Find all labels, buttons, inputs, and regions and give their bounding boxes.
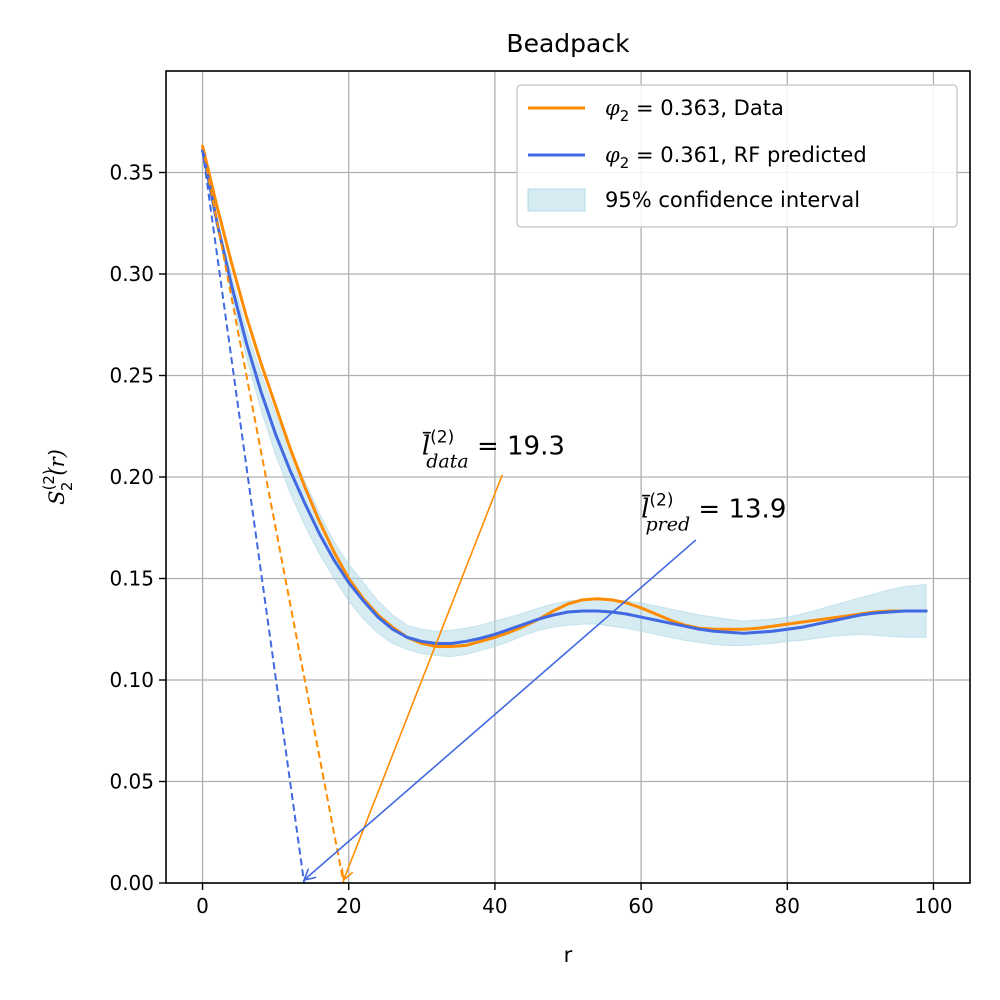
series-line-data	[201, 144, 928, 648]
chart-title: Beadpack	[506, 29, 630, 58]
annotation-arrow-pred	[304, 539, 697, 880]
x-axis-title: r	[564, 943, 573, 967]
y-tick-label: 0.10	[109, 668, 154, 692]
legend-item: φ2 = 0.361, RF predicted	[528, 143, 867, 172]
annotation-label-pred: l(2) pred = 13.9	[641, 491, 786, 536]
y-tick-label: 0.00	[109, 871, 154, 895]
series-line-rf-predicted	[201, 148, 928, 645]
y-tick-label: 0.20	[109, 465, 154, 489]
legend-label: φ2 = 0.363, Data	[605, 96, 784, 125]
x-tick-label: 40	[482, 894, 507, 918]
legend: φ2 = 0.363, Data φ2 = 0.361, RF predicted…	[516, 84, 958, 228]
x-tick-label: 100	[914, 894, 952, 918]
x-tick-label: 60	[628, 894, 653, 918]
legend-item: φ2 = 0.363, Data	[528, 96, 784, 125]
legend-swatch-patch	[527, 188, 586, 212]
y-tick-label: 0.25	[109, 364, 154, 388]
y-axis-title-text: S(2)2(r)	[40, 449, 76, 505]
tangent-line-data	[201, 145, 345, 884]
x-tick-label: 20	[336, 894, 361, 918]
plot-area: 0 20 40 60 80 100 0.00 0.05 0.10 0.15 0.20 0.25 0.30…	[109, 70, 971, 918]
annotation-text: l(2) pred = 13.9	[641, 491, 786, 536]
annotation-text: l(2) data = 19.3	[422, 428, 565, 473]
x-tick-label: 0	[196, 894, 209, 918]
y-axis-title: S(2)2(r)	[40, 449, 76, 505]
y-tick-label: 0.15	[109, 567, 154, 591]
y-tick-label: 0.30	[109, 262, 154, 286]
legend-item: 95% confidence interval	[527, 188, 860, 212]
legend-box	[516, 84, 958, 228]
x-tick-label: 80	[775, 894, 800, 918]
y-tick-label: 0.05	[109, 770, 154, 794]
y-tick-label: 0.35	[109, 161, 154, 185]
annotation-arrow-data	[344, 474, 503, 880]
annotation-label-data: l(2) data = 19.3	[422, 428, 565, 473]
legend-label: 95% confidence interval	[605, 188, 860, 212]
legend-label: φ2 = 0.361, RF predicted	[605, 143, 867, 172]
tangent-line-pred	[201, 150, 306, 884]
